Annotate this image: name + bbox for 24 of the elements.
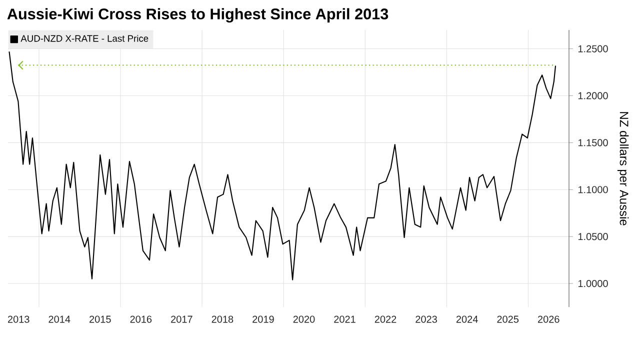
y-tick-label: 1.2000 bbox=[578, 92, 608, 100]
line-series bbox=[8, 51, 556, 280]
x-tick-label: 2018 bbox=[212, 316, 234, 323]
x-tick-label: 2026 bbox=[538, 316, 560, 323]
x-tick-label: 2025 bbox=[497, 316, 519, 323]
y-tick-label: 1.1500 bbox=[578, 139, 608, 146]
chart-title: Aussie-Kiwi Cross Rises to Highest Since April 2013 bbox=[7, 8, 388, 23]
x-tick-label: 2019 bbox=[252, 316, 274, 323]
x-tick-label: 2023 bbox=[416, 316, 437, 323]
x-tick-label: 2024 bbox=[456, 316, 478, 323]
x-tick-label: 2013 bbox=[8, 316, 30, 323]
x-tick-label: 2022 bbox=[374, 316, 396, 323]
y-axis-title: NZ dollars per Aussie bbox=[617, 112, 629, 226]
x-tick-label: 2017 bbox=[171, 316, 192, 323]
y-tick-label: 1.0500 bbox=[578, 233, 608, 240]
y-tick-label: 1.0000 bbox=[578, 280, 608, 288]
x-tick-label: 2016 bbox=[130, 316, 152, 323]
y-tick-label: 1.2500 bbox=[578, 45, 608, 52]
y-tick-label: 1.1000 bbox=[578, 186, 608, 194]
x-tick-label: 2021 bbox=[334, 316, 356, 323]
x-tick-label: 2014 bbox=[48, 316, 70, 323]
x-tick-label: 2020 bbox=[293, 316, 315, 323]
x-tick-label: 2015 bbox=[90, 316, 111, 323]
legend-label: AUD-NZD X-RATE - Last Price bbox=[20, 34, 148, 42]
